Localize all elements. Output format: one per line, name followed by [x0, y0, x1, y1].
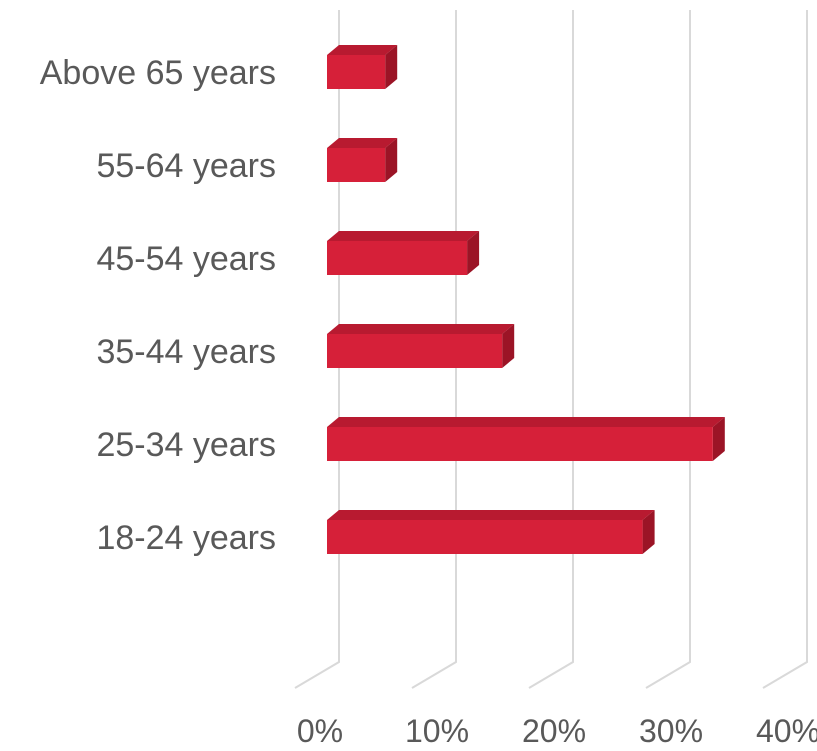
bar-top [327, 324, 515, 334]
x-axis-tick-labels: 0% 10% 20% 30% 40% [297, 713, 817, 749]
category-label: 45-54 years [96, 240, 276, 278]
bar [327, 417, 725, 461]
bar [327, 231, 480, 275]
x-tick-label: 0% [297, 713, 343, 749]
bar-side [385, 138, 398, 182]
x-tick-label: 20% [522, 713, 586, 749]
bar-top [327, 510, 655, 520]
gridline [294, 10, 340, 689]
bar-side [642, 510, 655, 554]
x-tick-label: 10% [405, 713, 469, 749]
bar [327, 138, 398, 182]
category-label: Above 65 years [40, 54, 276, 92]
gridline [762, 10, 808, 689]
bar [327, 45, 398, 89]
category-label: 35-44 years [96, 333, 276, 371]
bar-side [467, 231, 480, 275]
x-tick-label: 30% [639, 713, 703, 749]
bar-side [385, 45, 398, 89]
bar-top [327, 138, 398, 148]
category-labels: 18-24 years 25-34 years 35-44 years 45-54 y… [40, 54, 276, 557]
bar-front [327, 148, 386, 182]
category-label: 25-34 years [96, 426, 276, 464]
bar-front [327, 520, 643, 554]
bar-front [327, 334, 503, 368]
gridline [645, 10, 691, 689]
bar-side [502, 324, 515, 368]
category-label: 55-64 years [96, 147, 276, 185]
grid-lines [294, 10, 808, 689]
bar [327, 324, 515, 368]
gridline [411, 10, 457, 689]
bar-front [327, 55, 386, 89]
bar-side [712, 417, 725, 461]
gridline [528, 10, 574, 689]
bar-top [327, 231, 480, 241]
bar-front [327, 241, 468, 275]
bar-top [327, 417, 725, 427]
x-tick-label: 40% [756, 713, 817, 749]
bar-top [327, 45, 398, 55]
bar-front [327, 427, 713, 461]
bars [327, 45, 725, 554]
bar [327, 510, 655, 554]
category-label: 18-24 years [96, 519, 276, 557]
